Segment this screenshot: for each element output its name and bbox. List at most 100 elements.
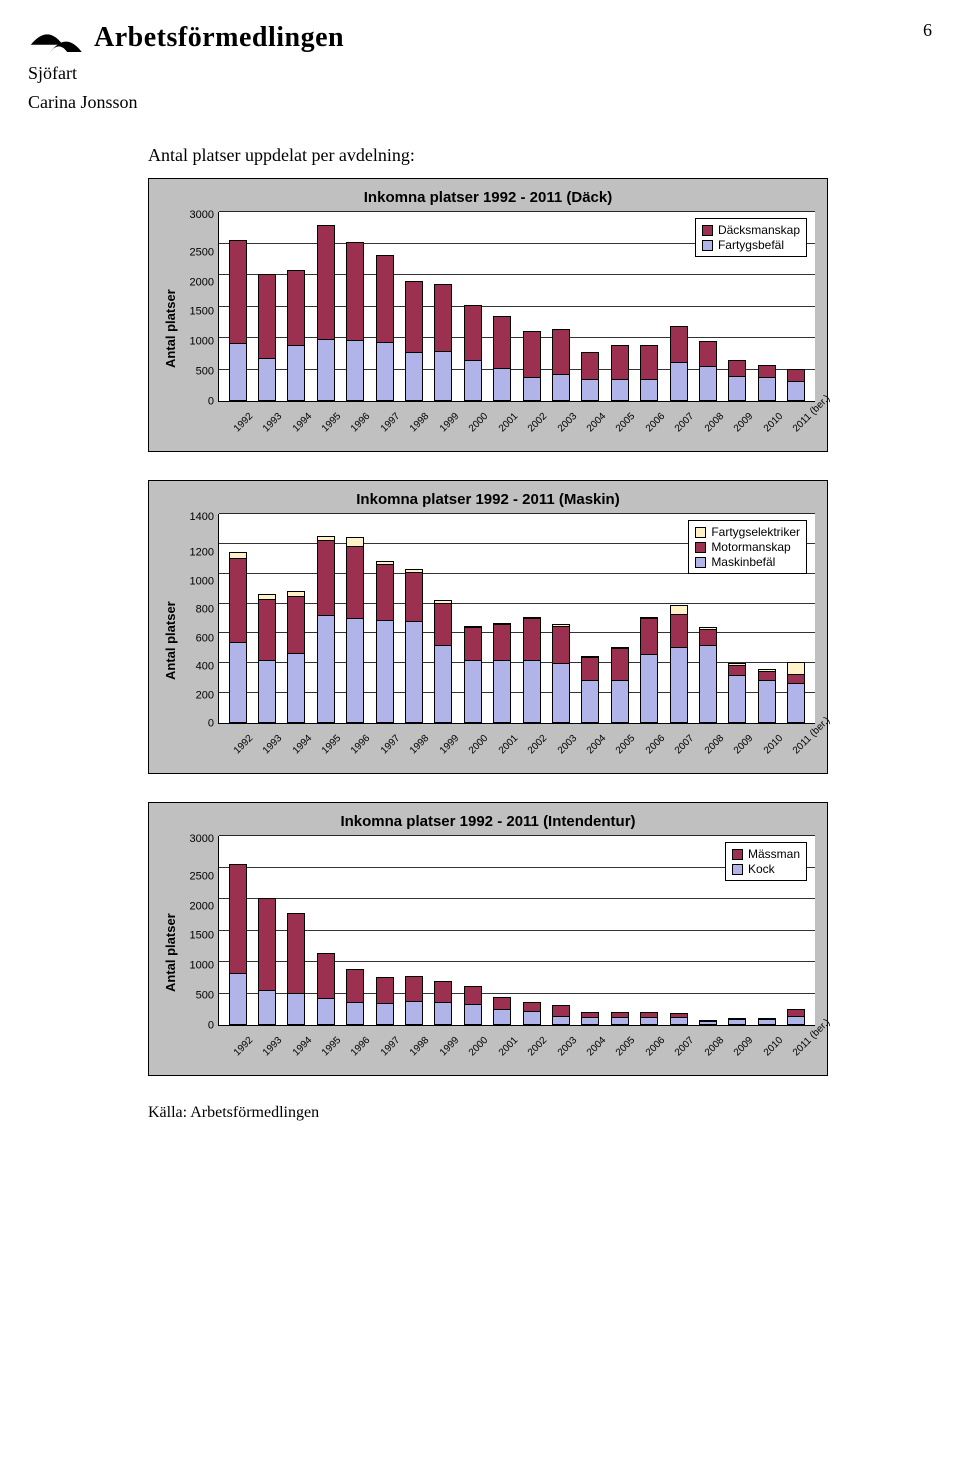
y-tick: 2000 xyxy=(180,277,214,288)
y-tick: 1400 xyxy=(180,512,214,523)
y-tick: 1000 xyxy=(180,576,214,587)
bar xyxy=(346,242,364,401)
legend-swatch xyxy=(732,864,743,875)
bar xyxy=(464,305,482,401)
bar xyxy=(287,913,305,1025)
bar xyxy=(376,561,394,723)
bar xyxy=(229,864,247,1025)
bar xyxy=(523,331,541,401)
bar xyxy=(229,240,247,401)
bar xyxy=(611,647,629,724)
bar xyxy=(787,369,805,401)
bar xyxy=(405,281,423,401)
bar xyxy=(464,626,482,724)
y-tick: 0 xyxy=(180,1020,214,1031)
bar xyxy=(640,1012,658,1025)
bar xyxy=(581,656,599,724)
brand-logo-icon xyxy=(28,20,84,56)
legend-label: Fartygselektriker xyxy=(711,525,800,539)
page-number: 6 xyxy=(923,20,932,41)
y-tick: 500 xyxy=(180,367,214,378)
bar xyxy=(317,536,335,724)
bar xyxy=(758,1018,776,1025)
bar xyxy=(670,1013,688,1025)
bar xyxy=(640,345,658,401)
legend-label: Motormanskap xyxy=(711,540,790,554)
bar xyxy=(523,1002,541,1025)
bar xyxy=(787,662,805,724)
bar xyxy=(670,326,688,401)
bar xyxy=(376,255,394,401)
legend: DäcksmanskapFartygsbefäl xyxy=(695,218,807,257)
legend-swatch xyxy=(695,542,706,553)
bar xyxy=(493,623,511,724)
bar xyxy=(434,600,452,723)
y-tick: 3000 xyxy=(180,834,214,845)
bar xyxy=(552,1005,570,1025)
y-tick: 3000 xyxy=(180,210,214,221)
subheading-1: Sjöfart xyxy=(28,62,932,85)
chart-title: Inkomna platser 1992 - 2011 (Däck) xyxy=(161,189,815,206)
bar xyxy=(346,969,364,1025)
y-axis-label: Antal platser xyxy=(161,836,180,1069)
legend-label: Fartygsbefäl xyxy=(718,238,784,252)
bar xyxy=(493,997,511,1025)
bar xyxy=(611,345,629,401)
bar xyxy=(552,329,570,401)
bar xyxy=(728,663,746,723)
legend-swatch xyxy=(732,849,743,860)
chart-1: Inkomna platser 1992 - 2011 (Däck)Antal … xyxy=(148,178,828,452)
y-tick: 0 xyxy=(180,718,214,729)
legend-label: Mässman xyxy=(748,847,800,861)
bar xyxy=(552,624,570,723)
brand-name: Arbetsförmedlingen xyxy=(94,22,344,54)
y-tick: 0 xyxy=(180,396,214,407)
section-title: Antal platser uppdelat per avdelning: xyxy=(148,145,932,166)
bar xyxy=(493,316,511,401)
y-tick: 1500 xyxy=(180,307,214,318)
legend-label: Kock xyxy=(748,862,775,876)
page-header: Arbetsförmedlingen 6 xyxy=(28,20,932,56)
chart-title: Inkomna platser 1992 - 2011 (Maskin) xyxy=(161,491,815,508)
chart-title: Inkomna platser 1992 - 2011 (Intendentur… xyxy=(161,813,815,830)
bar xyxy=(258,274,276,401)
legend: MässmanKock xyxy=(725,842,807,881)
bar xyxy=(758,669,776,723)
y-tick: 2500 xyxy=(180,247,214,258)
y-axis-label: Antal platser xyxy=(161,514,180,767)
bar xyxy=(464,986,482,1025)
bar xyxy=(640,617,658,724)
legend-swatch xyxy=(702,240,713,251)
source-line: Källa: Arbetsförmedlingen xyxy=(148,1104,932,1122)
bar xyxy=(611,1012,629,1025)
subheading-2: Carina Jonsson xyxy=(28,91,932,114)
y-tick: 600 xyxy=(180,633,214,644)
y-tick: 2000 xyxy=(180,901,214,912)
bar xyxy=(405,569,423,724)
legend: FartygselektrikerMotormanskapMaskinbefäl xyxy=(688,520,807,574)
bar xyxy=(258,594,276,723)
chart-3: Inkomna platser 1992 - 2011 (Intendentur… xyxy=(148,802,828,1076)
y-tick: 1500 xyxy=(180,931,214,942)
legend-swatch xyxy=(702,225,713,236)
y-tick: 200 xyxy=(180,690,214,701)
bar xyxy=(287,591,305,723)
y-tick: 1000 xyxy=(180,337,214,348)
legend-swatch xyxy=(695,527,706,538)
brand-block: Arbetsförmedlingen xyxy=(28,20,344,56)
bar xyxy=(699,341,717,401)
y-tick: 1000 xyxy=(180,961,214,972)
bar xyxy=(728,360,746,401)
bar xyxy=(581,352,599,401)
bar xyxy=(787,1009,805,1025)
y-tick: 2500 xyxy=(180,871,214,882)
bar xyxy=(405,976,423,1025)
bar xyxy=(317,953,335,1025)
bar xyxy=(758,365,776,401)
y-tick: 1200 xyxy=(180,548,214,559)
bar xyxy=(728,1018,746,1025)
chart-2: Inkomna platser 1992 - 2011 (Maskin) Anta… xyxy=(148,480,828,774)
legend-swatch xyxy=(695,557,706,568)
legend-label: Däcksmanskap xyxy=(718,223,800,237)
bar xyxy=(670,605,688,724)
